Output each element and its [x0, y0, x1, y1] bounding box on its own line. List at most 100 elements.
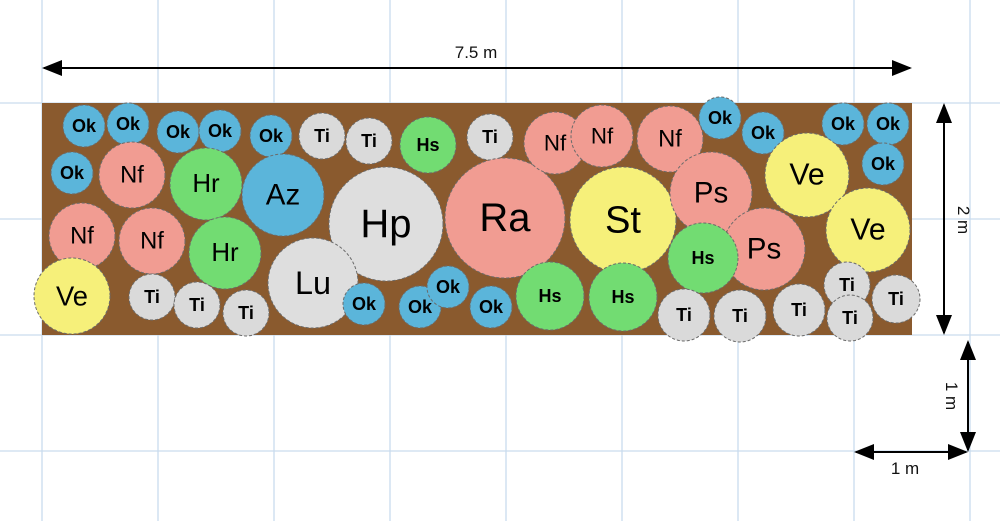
plant-label: Nf	[658, 126, 682, 153]
plant-hs: Hs	[588, 262, 658, 332]
plant-circle	[569, 166, 677, 274]
plant-ok: Ok	[62, 104, 106, 148]
plant-ti: Ti	[713, 289, 767, 343]
plant-circle	[515, 261, 585, 331]
plant-label: Ti	[189, 295, 205, 315]
width-label: 7.5 m	[455, 43, 498, 62]
plant-ti: Ti	[345, 117, 393, 165]
plant-label: Ok	[352, 294, 377, 314]
plant-circle	[222, 289, 270, 337]
plant-ok: Ok	[821, 102, 865, 146]
plant-circle	[50, 151, 94, 195]
plant-ti: Ti	[826, 294, 874, 342]
plant-circle	[772, 283, 826, 337]
plant-label: Hr	[192, 170, 220, 198]
plant-ti: Ti	[298, 112, 346, 160]
plant-circle	[826, 294, 874, 342]
plant-circle	[667, 222, 739, 294]
plant-ps: Ps	[722, 207, 806, 291]
plant-label: Az	[266, 179, 300, 212]
plant-ok: Ok	[469, 285, 513, 329]
plant-nf: Nf	[98, 141, 166, 209]
plant-ra: Ra	[444, 157, 566, 279]
plant-nf: Nf	[636, 105, 704, 173]
plant-circle	[713, 289, 767, 343]
plant-label: Ps	[694, 177, 728, 210]
plant-label: Ok	[408, 297, 433, 317]
plant-ti: Ti	[173, 281, 221, 329]
height-label: 2 m	[954, 206, 973, 234]
plant-label: Ti	[732, 306, 748, 326]
plant-circle	[825, 187, 911, 273]
plant-nf: Nf	[570, 104, 634, 168]
plant-hs: Hs	[667, 222, 739, 294]
plant-circle	[328, 166, 444, 282]
plant-hr: Hr	[169, 147, 243, 221]
plant-label: Lu	[295, 265, 331, 301]
plant-nf: Nf	[118, 207, 186, 275]
plant-label: Ok	[831, 114, 856, 134]
plant-ve: Ve	[764, 132, 850, 218]
plant-ok: Ok	[698, 96, 742, 140]
plant-label: Nf	[140, 228, 164, 255]
plant-circle	[636, 105, 704, 173]
plant-circle	[764, 132, 850, 218]
plant-label: Ve	[789, 159, 824, 192]
plant-ok: Ok	[426, 265, 470, 309]
plant-label: Hs	[611, 287, 634, 307]
plant-circle	[62, 104, 106, 148]
plant-ok: Ok	[249, 114, 293, 158]
plant-ve: Ve	[825, 187, 911, 273]
plant-label: Ok	[259, 126, 284, 146]
plant-circle	[267, 237, 359, 329]
plant-ti: Ti	[222, 289, 270, 337]
plant-label: Ti	[361, 131, 377, 151]
plant-label: St	[605, 199, 641, 242]
plant-ok: Ok	[50, 151, 94, 195]
plant-circle	[722, 207, 806, 291]
plant-hs: Hs	[515, 261, 585, 331]
plant-ok: Ok	[198, 109, 242, 153]
plant-hr: Hr	[188, 216, 262, 290]
scale-horizontal-label: 1 m	[891, 459, 919, 478]
plant-hs: Hs	[399, 116, 457, 174]
plant-circle	[657, 288, 711, 342]
plant-ok: Ok	[342, 282, 386, 326]
plant-hp: Hp	[328, 166, 444, 282]
plant-label: Ok	[876, 114, 901, 134]
plant-label: Ok	[479, 297, 504, 317]
plant-label: Ti	[482, 127, 498, 147]
plant-nf: Nf	[523, 111, 587, 175]
plant-circle	[871, 274, 921, 324]
plant-circle	[128, 273, 176, 321]
plant-circle	[169, 147, 243, 221]
plant-label: Ti	[676, 305, 692, 325]
plant-ok: Ok	[741, 111, 785, 155]
plant-circle	[861, 142, 905, 186]
plant-label: Nf	[120, 162, 144, 189]
plant-circle	[570, 104, 634, 168]
plant-nf: Nf	[48, 202, 116, 270]
plant-label: Ti	[842, 308, 858, 328]
plant-label: Nf	[591, 124, 614, 149]
plant-ti: Ti	[871, 274, 921, 324]
plant-label: Ok	[208, 121, 233, 141]
plant-circle	[588, 262, 658, 332]
plant-label: Ok	[751, 123, 776, 143]
plant-label: Hr	[211, 239, 239, 267]
plant-ti: Ti	[466, 113, 514, 161]
plant-circle	[173, 281, 221, 329]
plant-label: Hp	[360, 202, 411, 246]
plant-label: Ve	[56, 281, 88, 312]
plant-label: Ti	[839, 275, 855, 295]
plant-label: Ok	[72, 116, 97, 136]
plant-label: Ra	[479, 196, 531, 240]
plant-label: Hs	[538, 286, 561, 306]
plant-lu: Lu	[267, 237, 359, 329]
plant-label: Hs	[691, 248, 714, 268]
plant-ti: Ti	[772, 283, 826, 337]
plant-label: Ve	[850, 214, 885, 247]
plant-label: Ok	[116, 114, 141, 134]
